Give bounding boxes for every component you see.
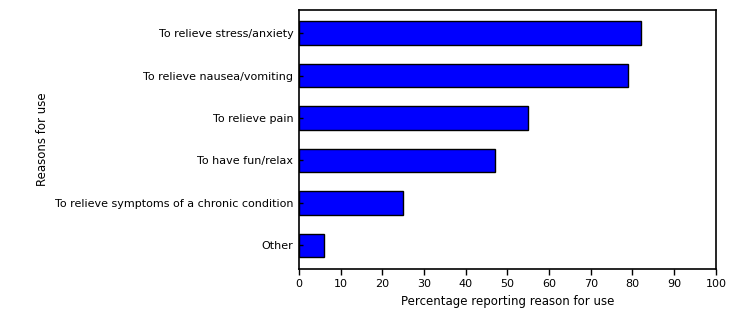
Bar [299,191,403,215]
Bar [299,234,324,257]
Bar [299,21,641,45]
Bar [299,64,628,87]
Bar [299,149,495,172]
Bar [299,106,528,130]
Y-axis label: Reasons for use: Reasons for use [36,92,49,186]
X-axis label: Percentage reporting reason for use: Percentage reporting reason for use [401,295,614,308]
